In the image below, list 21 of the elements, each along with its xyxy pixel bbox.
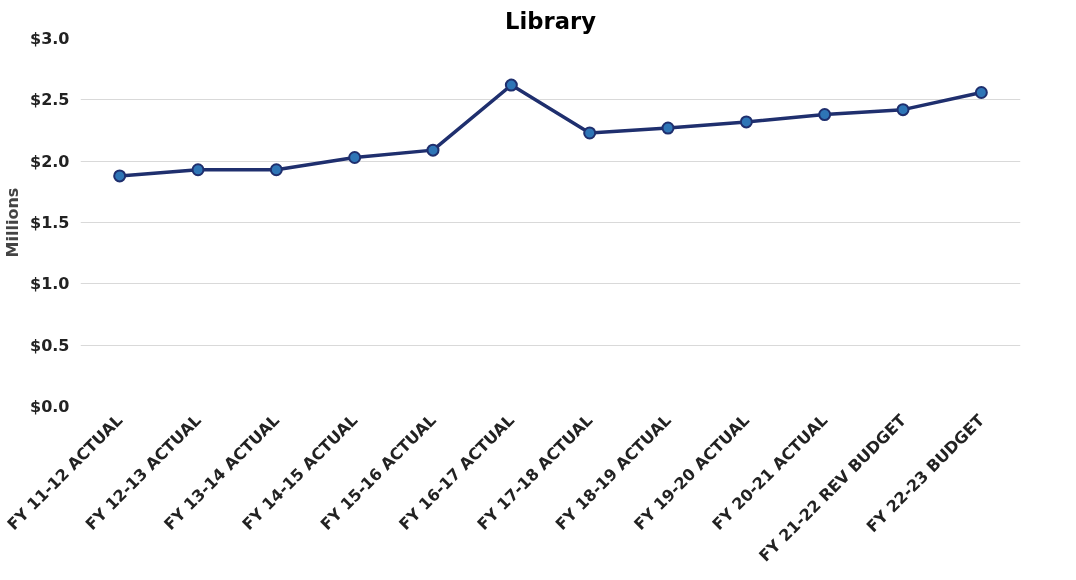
point (739, 115, 753, 129)
point (974, 85, 988, 99)
point (896, 103, 910, 117)
point (426, 143, 440, 157)
point (661, 121, 675, 135)
point (191, 163, 205, 177)
point (113, 169, 127, 183)
y-tick-label: $1.5 (30, 213, 70, 232)
chart-title: Library (505, 7, 597, 34)
y-tick-label: $0.0 (30, 397, 70, 416)
point (269, 163, 283, 177)
y-tick-label: $3.0 (30, 29, 70, 48)
point (583, 126, 597, 140)
y-tick-label: $0.5 (30, 335, 70, 355)
y-tick-label: $2.5 (30, 90, 70, 110)
point (348, 151, 362, 164)
y-tick-label: $1.0 (30, 274, 70, 294)
point (504, 78, 518, 92)
point (818, 108, 832, 122)
y-tick-label: $2.0 (30, 151, 70, 171)
y-axis-title: Millions (3, 187, 23, 258)
